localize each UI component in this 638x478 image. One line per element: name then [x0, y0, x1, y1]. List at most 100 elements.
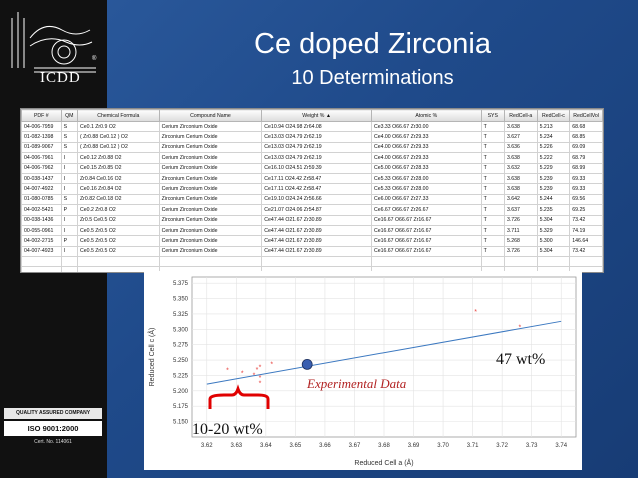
table-cell: Ce47.44 O21.67 Zr30.89 — [261, 235, 372, 247]
data-point: * — [226, 367, 229, 374]
table-row[interactable]: 01-080-0785 S Zr0.82 Ce0.18 O2 Zirconium Ce… — [21, 193, 603, 206]
table-cell: Ce4.00 O66.67 Zr29.33 — [370, 152, 482, 164]
x-tick-label: 3.72 — [496, 443, 508, 449]
x-tick-label: 3.64 — [260, 443, 272, 449]
table-cell: T — [480, 204, 505, 216]
table-cell: 04-006-7959 — [21, 120, 62, 133]
table-cell: 5.213 — [536, 120, 571, 133]
badge-iso-text: ISO 9001:2000 — [4, 421, 102, 436]
table-cell: 69.25 — [569, 204, 603, 216]
table-row[interactable]: 00-038-1437 I Zr0.84 Ce0.16 O2 Zirconium Ce… — [21, 172, 603, 185]
table-cell: Zr0.5 Ce0.5 O2 — [76, 214, 160, 226]
table-cell: Ce0.5 Zr0.5 O2 — [76, 235, 160, 247]
table-cell: Ce16.67 O66.67 Zr16.67 — [370, 224, 482, 237]
table-cell: Ce13.03 O24.79 Zr62.19 — [261, 152, 372, 164]
table-cell: 04-006-7961 — [21, 152, 62, 164]
table-row[interactable]: 04-006-7962 I Ce0.15 Zr0.85 O2 Cerium Zirco… — [21, 162, 603, 174]
table-cell: Ce21.07 O24.06 Zr54.87 — [261, 204, 372, 216]
x-tick-label: 3.66 — [319, 443, 331, 449]
table-cell: Cerium Zirconium Oxide — [158, 120, 263, 133]
table-cell: I — [60, 214, 78, 226]
column-header[interactable]: Chemical Formula — [76, 109, 160, 122]
logo-reg-mark: ® — [92, 56, 97, 62]
table-cell: 5.304 — [536, 245, 571, 258]
table-cell: I — [60, 172, 78, 185]
logo-text: ICDD — [40, 70, 81, 86]
table-cell: I — [60, 224, 78, 237]
table-cell: 3.642 — [503, 193, 538, 206]
table-cell: I — [60, 152, 78, 164]
table-cell: 00-038-1437 — [21, 172, 62, 185]
bracket-annotation — [208, 384, 270, 409]
column-header[interactable]: QM — [60, 109, 78, 122]
table-cell: 04-002-5421 — [21, 204, 62, 216]
table-cell — [76, 256, 160, 268]
table-row[interactable]: 04-007-4923 I Ce0.5 Zr0.5 O2 Cerium Zirconi… — [21, 245, 603, 258]
icdd-logo — [4, 8, 100, 96]
table-cell: Zirconium Cerium Oxide — [158, 172, 263, 185]
table-cell: Ce13.03 O24.79 Zr62.19 — [261, 141, 372, 154]
table-cell: Cerium Zirconium Oxide — [158, 162, 263, 174]
table-row[interactable]: 01-089-9067 S( Zr0.88 Ce0.12 ) O2 Zirconiu… — [21, 141, 603, 154]
column-header[interactable]: RedCellVol — [569, 109, 603, 122]
quality-badge: QUALITY ASSURED COMPANY ISO 9001:2000 Ce… — [4, 408, 102, 468]
table-cell: 5.226 — [536, 141, 571, 154]
table-row[interactable]: 04-006-7959 S Ce0.1 Zr0.9 O2 Cerium Zirconi… — [21, 120, 603, 133]
column-header[interactable]: Atomic % — [370, 109, 482, 122]
x-tick-label: 3.71 — [467, 443, 479, 449]
table-cell: Zirconium Cerium Oxide — [158, 141, 263, 154]
table-cell: Ce0.15 Zr0.85 O2 — [76, 162, 160, 174]
table-cell: 01-089-9067 — [21, 141, 62, 154]
table-cell: 3.632 — [503, 162, 538, 174]
column-header[interactable]: RedCell-c — [536, 109, 571, 122]
table-cell: 04-006-7962 — [21, 162, 62, 174]
table-row[interactable]: 01-082-1398 S( Zr0.88 Ce0.12 ) O2 Zirconiu… — [21, 131, 603, 143]
slide-title: Ce doped Zirconia — [254, 28, 491, 60]
table-cell: T — [480, 193, 505, 206]
table-cell: S — [60, 193, 78, 206]
table-cell: 5.239 — [536, 172, 571, 185]
y-tick-label: 5.250 — [173, 358, 189, 364]
x-tick-label: 3.70 — [437, 443, 449, 449]
table-cell: Cerium Zirconium Oxide — [158, 224, 263, 237]
x-tick-label: 3.69 — [408, 443, 420, 449]
table-row[interactable]: 00-038-1436 I Zr0.5 Ce0.5 O2 Zirconium Ceri… — [21, 214, 603, 226]
table-row[interactable]: 04-002-2715 P Ce0.5 Zr0.5 O2 Cerium Zirconi… — [21, 235, 603, 247]
table-cell: Ce5.00 O66.67 Zr28.33 — [370, 162, 482, 174]
experimental-data-label: Experimental Data — [306, 376, 407, 391]
table-cell: Ce47.44 O21.67 Zr30.89 — [261, 245, 372, 258]
results-table[interactable]: PDF # QM Chemical Formula Compound Name Weig… — [20, 108, 604, 273]
table-cell — [503, 266, 538, 272]
data-point: * — [241, 371, 244, 378]
table-cell: Ce17.11 O24.42 Zr58.47 — [261, 183, 372, 195]
table-cell: Ce13.03 O24.79 Zr62.19 — [261, 131, 372, 143]
table-cell — [21, 266, 62, 272]
table-cell: P — [60, 235, 78, 247]
table-row[interactable]: 04-002-5421 P Ce0.2 Zr0.8 O2 Cerium Zirconi… — [21, 204, 603, 216]
table-cell: 5.239 — [536, 183, 571, 195]
table-cell: Ce47.44 O21.67 Zr30.89 — [261, 214, 372, 226]
trend-line — [206, 320, 562, 385]
x-tick-label: 3.63 — [230, 443, 242, 449]
table-cell: Zirconium Cerium Oxide — [158, 214, 263, 226]
data-point: * — [256, 367, 259, 374]
column-header[interactable]: Weight % ▲ — [261, 109, 372, 122]
table-cell: Ce16.10 O24.51 Zr59.39 — [261, 162, 372, 174]
table-empty-row — [21, 266, 603, 272]
column-header[interactable]: SYS — [480, 109, 505, 122]
y-tick-label: 5.325 — [173, 312, 189, 318]
column-header[interactable]: PDF # — [21, 109, 62, 122]
table-cell: Cerium Zirconium Oxide — [158, 152, 263, 164]
data-point: * — [253, 372, 256, 379]
column-header[interactable]: Compound Name — [158, 109, 263, 122]
column-header[interactable]: RedCell-a — [503, 109, 538, 122]
table-row[interactable]: 00-055-0961 I Ce0.5 Zr0.5 O2 Cerium Zirconi… — [21, 224, 603, 237]
y-tick-label: 5.200 — [173, 389, 189, 395]
table-cell: 69.33 — [569, 183, 603, 195]
table-cell: Ce17.11 O24.42 Zr58.47 — [261, 172, 372, 185]
data-point: * — [259, 364, 262, 371]
table-row[interactable]: 04-006-7961 I Ce0.12 Zr0.88 O2 Cerium Zirco… — [21, 152, 603, 164]
table-cell: Ce0.5 Zr0.5 O2 — [76, 245, 160, 258]
table-cell: 3.637 — [503, 204, 538, 216]
table-row[interactable]: 04-007-4922 I Ce0.16 Zr0.84 O2 Cerium Zirco… — [21, 183, 603, 195]
